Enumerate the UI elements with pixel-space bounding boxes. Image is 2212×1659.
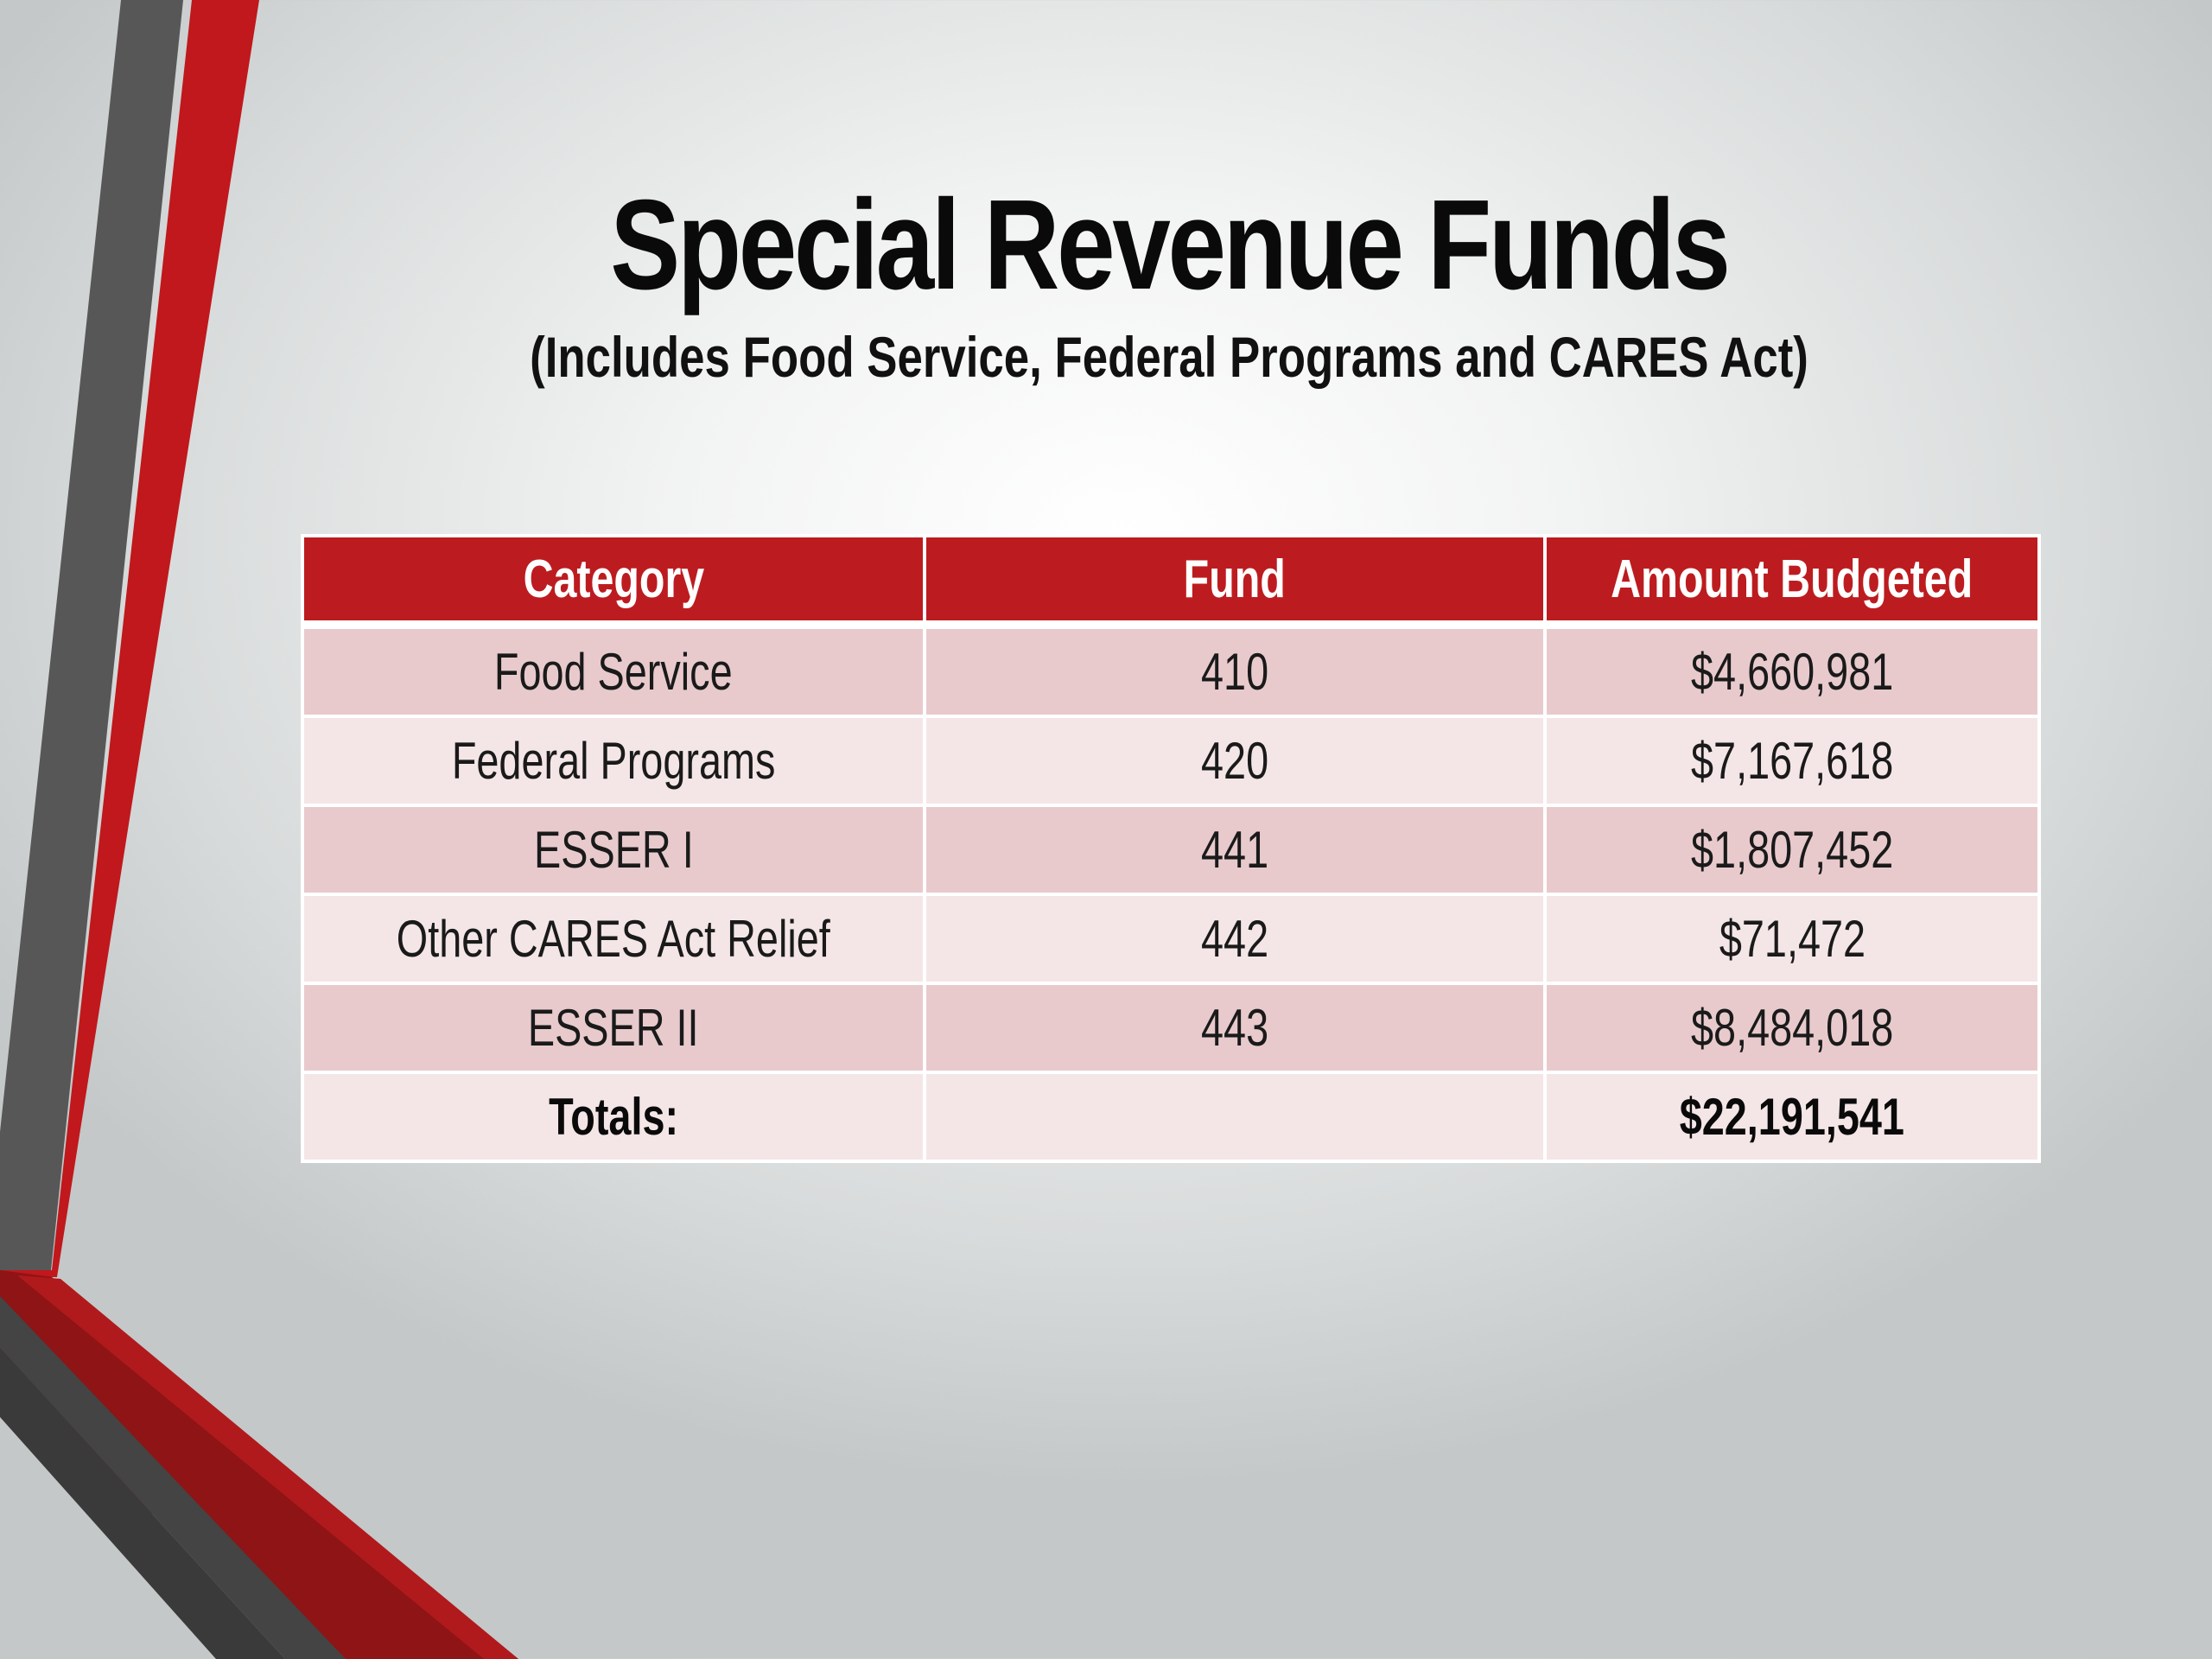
table-row: ESSER II 443 $8,484,018 bbox=[301, 982, 2041, 1074]
category-cell: Other CARES Act Relief bbox=[301, 893, 926, 985]
fund-cell: 442 bbox=[923, 893, 1547, 985]
amount-cell: $8,484,018 bbox=[1543, 982, 2041, 1074]
red-stripe-bottom bbox=[0, 1270, 518, 1659]
totals-label: Totals: bbox=[301, 1071, 926, 1163]
table-row: ESSER I 441 $1,807,452 bbox=[301, 804, 2041, 896]
red-stripe-bottom-highlight bbox=[17, 1275, 518, 1659]
table-row: Other CARES Act Relief 442 $71,472 bbox=[301, 893, 2041, 985]
fund-cell: 443 bbox=[923, 982, 1547, 1074]
slide-title: Special Revenue Funds bbox=[610, 174, 1731, 316]
gray-stripe-bottom-outer bbox=[0, 1348, 285, 1659]
table-row: Federal Programs 420 $7,167,618 bbox=[301, 715, 2041, 807]
amount-cell: $7,167,618 bbox=[1543, 715, 2041, 807]
funds-table: Category Fund Amount Budgeted Food Servi… bbox=[301, 534, 2041, 1163]
header-category: Category bbox=[301, 534, 926, 629]
amount-cell: $4,660,981 bbox=[1543, 623, 2041, 718]
gray-stripe-bottom bbox=[0, 1296, 346, 1659]
fund-cell: 441 bbox=[923, 804, 1547, 896]
totals-amount: $22,191,541 bbox=[1543, 1071, 2041, 1163]
category-cell: Federal Programs bbox=[301, 715, 926, 807]
category-cell: ESSER II bbox=[301, 982, 926, 1074]
header-amount-budgeted: Amount Budgeted bbox=[1543, 534, 2041, 629]
table-row: Food Service 410 $4,660,981 bbox=[301, 623, 2041, 718]
totals-fund-cell bbox=[923, 1071, 1547, 1163]
slide-subtitle: (Includes Food Service, Federal Programs… bbox=[530, 325, 1808, 389]
category-cell: ESSER I bbox=[301, 804, 926, 896]
amount-cell: $71,472 bbox=[1543, 893, 2041, 985]
fund-cell: 410 bbox=[923, 623, 1547, 718]
category-cell: Food Service bbox=[301, 623, 926, 718]
totals-row: Totals: $22,191,541 bbox=[301, 1071, 2041, 1163]
table-header-row: Category Fund Amount Budgeted bbox=[301, 534, 2041, 629]
amount-cell: $1,807,452 bbox=[1543, 804, 2041, 896]
header-fund: Fund bbox=[923, 534, 1547, 629]
title-block: Special Revenue Funds (Includes Food Ser… bbox=[0, 174, 2212, 389]
fund-cell: 420 bbox=[923, 715, 1547, 807]
